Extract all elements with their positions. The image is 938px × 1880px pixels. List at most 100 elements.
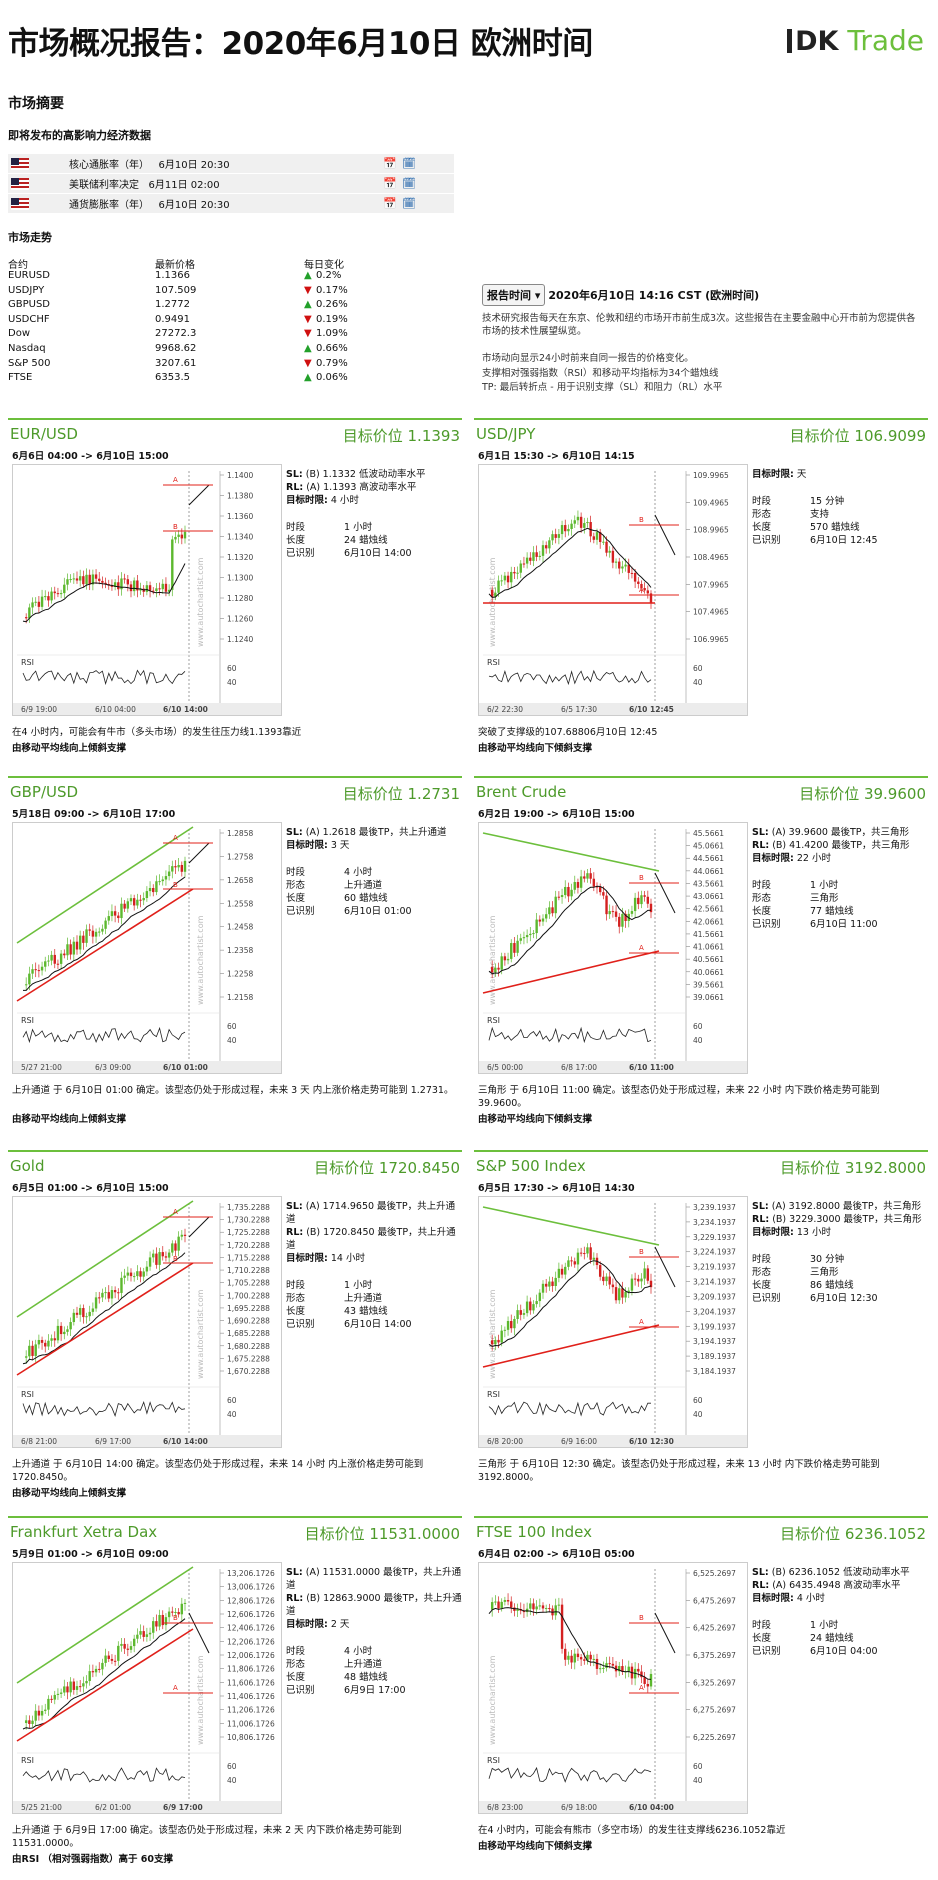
y-tick-label: 6,525.2697 xyxy=(693,1569,736,1578)
market-price: 107.509 xyxy=(155,284,197,296)
x-tick-label: 6/9 17:00 xyxy=(95,1437,131,1446)
price-chart[interactable]: 109.9965 109.4965 108.9965 108.4965 107.9965… xyxy=(478,464,748,716)
panel-header[interactable]: USD/JPY 目标价位 106.9099 xyxy=(474,418,928,445)
calendar-icon[interactable]: 📅 xyxy=(383,157,398,170)
market-symbol[interactable]: USDJPY xyxy=(8,284,45,296)
candle-body xyxy=(63,1331,66,1335)
candle-body xyxy=(69,579,72,581)
price-chart[interactable]: 13,206.1726 13,006.1726 12,806.1726 12,606.… xyxy=(12,1562,282,1814)
instrument-name[interactable]: FTSE 100 Index xyxy=(476,1523,592,1541)
candle-body xyxy=(538,919,542,922)
dk-trade-logo[interactable]: DK Trade xyxy=(787,24,924,57)
arrow-up-icon: ▲ xyxy=(304,299,312,311)
info-line: SL: (A) 3192.8000 最後TP，共三角形 xyxy=(752,1200,928,1213)
info-line: 目标时限: 2 天 xyxy=(286,1618,462,1631)
candle-body xyxy=(560,1604,564,1649)
instrument-name[interactable]: GBP/USD xyxy=(10,783,79,801)
arrow-down-icon: ▼ xyxy=(304,357,312,369)
candle-body xyxy=(113,1290,117,1293)
y-tick-label: 109.9965 xyxy=(693,471,729,480)
price-chart[interactable]: 45.5661 45.0661 44.5661 44.0661 43.5661 43.06… xyxy=(478,822,748,1074)
candle-body xyxy=(602,1667,605,1669)
candle-body xyxy=(50,954,53,961)
info-row-value: 570 蜡烛线 xyxy=(810,522,860,533)
candle-body xyxy=(40,1710,44,1716)
price-chart[interactable]: 1.2858 1.2758 1.2658 1.2558 1.2458 1.2358 1.22… xyxy=(12,822,282,1074)
add-calendar-icon[interactable]: 🗓 xyxy=(402,197,416,210)
candle-body xyxy=(177,534,180,537)
candle-body xyxy=(148,1257,152,1267)
add-calendar-icon[interactable]: 🗓 xyxy=(402,177,416,190)
candle-body xyxy=(535,919,538,934)
candle-body xyxy=(532,1304,535,1311)
point-label-a: A xyxy=(639,944,644,952)
panel-header[interactable]: S&P 500 Index 目标价位 3192.8000 xyxy=(474,1150,928,1177)
candle-body xyxy=(614,1287,618,1301)
candle-body xyxy=(63,1686,66,1693)
market-symbol[interactable]: GBPUSD xyxy=(8,299,51,311)
y-tick-label: 39.0661 xyxy=(693,993,724,1002)
panel-header[interactable]: Frankfurt Xetra Dax 目标价位 11531.0000 xyxy=(8,1516,462,1543)
candle-body xyxy=(544,1283,548,1287)
info-row-key: 时段 xyxy=(286,867,306,878)
panel-header[interactable]: GBP/USD 目标价位 1.2731 xyxy=(8,776,462,803)
instrument-name[interactable]: USD/JPY xyxy=(476,425,536,443)
panel-header[interactable]: Brent Crude 目标价位 39.9600 xyxy=(474,776,928,803)
price-chart[interactable]: 3,239.1937 3,234.1937 3,229.1937 3,224.1937… xyxy=(478,1196,748,1448)
instrument-panel: Gold 目标价位 1720.8450 6月5日 01:00 -> 6月10日 15… xyxy=(8,1150,462,1499)
instrument-name[interactable]: S&P 500 Index xyxy=(476,1157,586,1175)
panel-header[interactable]: Gold 目标价位 1720.8450 xyxy=(8,1150,462,1177)
info-row-key: 长度 xyxy=(752,1633,772,1644)
market-symbol[interactable]: USDCHF xyxy=(8,313,50,325)
candle-body xyxy=(548,1608,551,1610)
candle-body xyxy=(145,891,149,899)
candle-body xyxy=(98,931,101,933)
panel-header[interactable]: FTSE 100 Index 目标价位 6236.1052 xyxy=(474,1516,928,1543)
market-symbol[interactable]: S&P 500 xyxy=(8,357,51,369)
market-symbol[interactable]: EURUSD xyxy=(8,270,50,281)
market-symbol[interactable]: Nasdaq xyxy=(8,343,46,354)
candle-body xyxy=(573,1261,576,1265)
candle-body xyxy=(37,601,41,607)
rsi-label: RSI xyxy=(21,1390,34,1399)
price-chart[interactable]: 6,525.2697 6,475.2697 6,425.2697 6,375.2697… xyxy=(478,1562,748,1814)
price-chart[interactable]: 1.1400 1.1380 1.1360 1.1340 1.1320 1.1300 1.12… xyxy=(12,464,282,716)
candle-body xyxy=(183,1234,187,1236)
candle-body xyxy=(174,866,177,868)
y-tick-label: 12,806.1726 xyxy=(227,1596,275,1605)
info-value: 天 xyxy=(796,469,807,480)
instrument-name[interactable]: EUR/USD xyxy=(10,425,78,443)
info-value: 22 小时 xyxy=(796,853,831,864)
candle-body xyxy=(548,907,551,915)
chart-svg: 1,735.2288 1,730.2288 1,725.2288 1,720.2288… xyxy=(13,1197,281,1447)
instrument-name[interactable]: Gold xyxy=(10,1157,45,1175)
market-symbol[interactable]: Dow xyxy=(8,328,30,340)
us-flag-icon xyxy=(11,157,29,170)
panel-header[interactable]: EUR/USD 目标价位 1.1393 xyxy=(8,418,462,445)
add-calendar-icon[interactable]: 🗓 xyxy=(402,157,416,170)
info-row-key: 时段 xyxy=(286,1280,306,1291)
y-tick-label: 13,206.1726 xyxy=(227,1569,275,1578)
price-chart[interactable]: 1,735.2288 1,730.2288 1,725.2288 1,720.2288… xyxy=(12,1196,282,1448)
candle-body xyxy=(618,916,621,927)
instrument-name[interactable]: Brent Crude xyxy=(476,783,567,801)
info-row: 长度 570 蜡烛线 xyxy=(752,521,928,534)
instrument-name[interactable]: Frankfurt Xetra Dax xyxy=(10,1523,158,1541)
calendar-icon[interactable]: 📅 xyxy=(383,177,398,190)
report-time-button[interactable]: 报告时间 ▾ xyxy=(482,284,546,306)
candle-body xyxy=(490,1340,494,1345)
moving-average-line xyxy=(488,527,652,598)
candle-body xyxy=(513,943,516,953)
market-symbol[interactable]: FTSE xyxy=(8,372,33,384)
calendar-icon[interactable]: 📅 xyxy=(383,197,398,210)
info-value: (B) 1720.8450 最後TP，共上升通道 xyxy=(286,1227,456,1251)
candle-body xyxy=(66,579,69,585)
candle-body xyxy=(510,943,513,959)
info-row-value: 4 小时 xyxy=(344,1646,373,1657)
candle-body xyxy=(183,531,187,539)
y-tick-label: 11,606.1726 xyxy=(227,1678,275,1687)
x-axis-strip xyxy=(13,1435,281,1447)
info-row-value: 上升通道 xyxy=(344,880,383,891)
candle-body xyxy=(646,896,650,904)
info-row-value: 43 蜡烛线 xyxy=(344,1306,388,1317)
